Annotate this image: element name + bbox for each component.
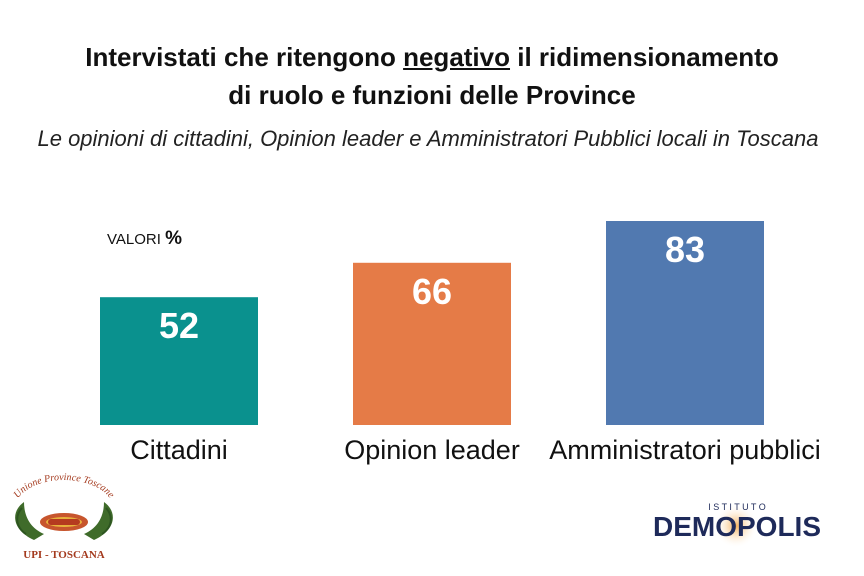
title-text-a: Intervistati che ritengono xyxy=(85,42,404,72)
svg-text:Unione Province Toscane: Unione Province Toscane xyxy=(12,472,117,501)
logo-ring-text: Unione Province Toscane xyxy=(12,472,117,501)
units-label: VALORI xyxy=(107,231,161,248)
logo-main-text: DEMOPOLIS xyxy=(653,511,821,542)
data-label: 66 xyxy=(412,271,452,312)
chart-subtitle: Le opinioni di cittadini, Opinion leader… xyxy=(37,126,819,151)
bar-cittadini xyxy=(100,297,258,425)
category-label: Amministratori pubblici xyxy=(549,435,821,465)
logo-institute-text: I S T I T U T O xyxy=(708,502,766,512)
chart-title: Intervistati che ritengono negativo il r… xyxy=(0,38,864,114)
bar-opinion-leader xyxy=(353,262,511,425)
title-line-1: Intervistati che ritengono negativo il r… xyxy=(0,38,864,76)
units-note: VALORI % xyxy=(107,228,182,250)
data-label: 52 xyxy=(159,305,199,346)
demopolis-logo: I S T I T U T O DEMOPOLIS xyxy=(653,502,821,548)
title-emphasis: negativo xyxy=(403,42,511,72)
category-label: Cittadini xyxy=(130,435,228,465)
bar-amministratori-pubblici xyxy=(606,221,764,425)
units-symbol: % xyxy=(165,228,182,249)
data-label: 83 xyxy=(665,229,705,270)
title-text-b: il ridimensionamento xyxy=(510,42,779,72)
category-label: Opinion leader xyxy=(344,435,520,465)
upi-toscana-logo: Unione Province Toscane UPI - TOSCANA xyxy=(12,472,117,561)
title-line-2: di ruolo e funzioni delle Province xyxy=(228,80,636,110)
logo-bottom-text: UPI - TOSCANA xyxy=(23,549,105,561)
